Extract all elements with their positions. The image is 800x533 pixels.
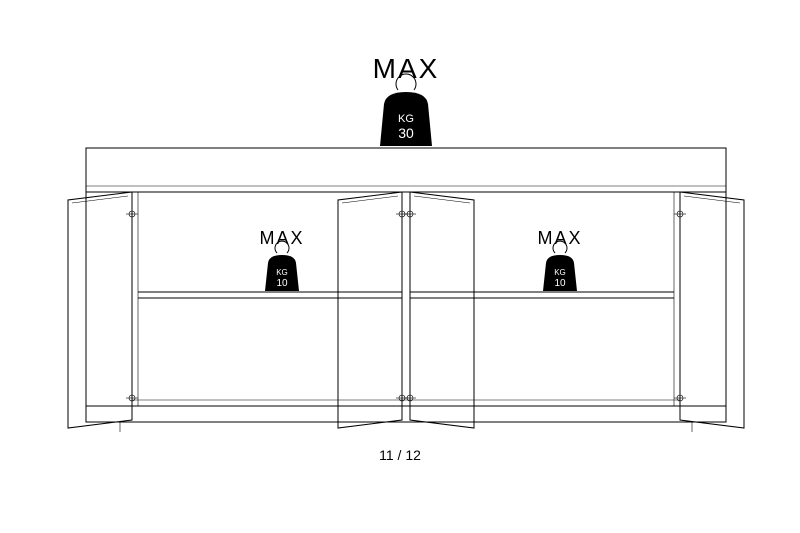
- kg-value-top: 30: [398, 125, 414, 141]
- weight-top: MAX KG 30: [373, 53, 440, 146]
- page-sep: /: [394, 447, 406, 463]
- max-label-top: MAX: [373, 53, 440, 84]
- page-current: 11: [379, 447, 394, 463]
- cabinet-doors: [68, 192, 744, 428]
- kg-value-left: 10: [276, 278, 288, 289]
- door-right-outer: [674, 192, 744, 428]
- kg-unit-left: KG: [276, 268, 288, 277]
- cabinet-body: [86, 148, 726, 432]
- weight-left: MAX KG 10: [259, 228, 304, 291]
- door-left-outer: [68, 192, 138, 428]
- weight-right: MAX KG 10: [537, 228, 582, 291]
- door-centre-right: [404, 192, 474, 428]
- kg-unit-right: KG: [554, 268, 566, 277]
- page-total: 12: [405, 447, 421, 463]
- door-centre-left: [338, 192, 408, 428]
- kg-value-right: 10: [554, 278, 566, 289]
- max-label-left: MAX: [259, 228, 304, 248]
- kg-unit-top: KG: [398, 113, 414, 125]
- page-indicator: 11 / 12: [379, 447, 421, 463]
- assembly-diagram: MAX KG 30 MAX KG 10 MAX KG 10 11 / 12: [0, 0, 800, 533]
- max-label-right: MAX: [537, 228, 582, 248]
